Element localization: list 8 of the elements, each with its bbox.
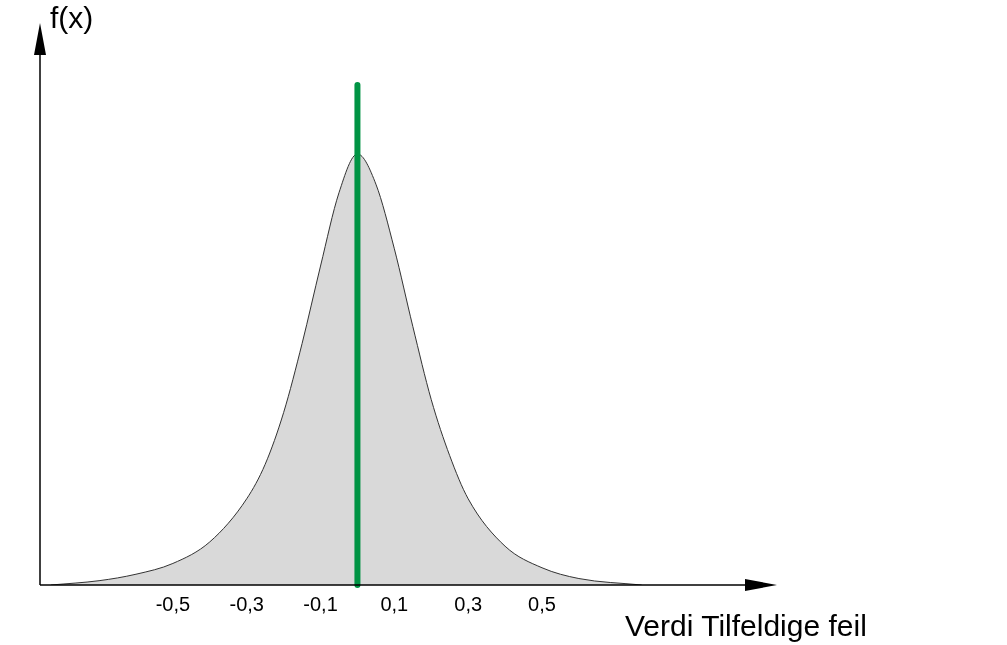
x-tick-label: -0,5 (155, 592, 191, 615)
x-tick-label: -0,1 (303, 592, 338, 615)
x-tick-label: 0,5 (528, 592, 556, 615)
y-axis-title: f(x) (50, 1, 94, 35)
x-tick-label: 0,1 (380, 592, 409, 615)
x-axis-title: Verdi Tilfeldige feil (625, 609, 867, 643)
x-tick-label: -0,3 (229, 592, 264, 615)
x-tick-label: 0,3 (454, 592, 483, 615)
